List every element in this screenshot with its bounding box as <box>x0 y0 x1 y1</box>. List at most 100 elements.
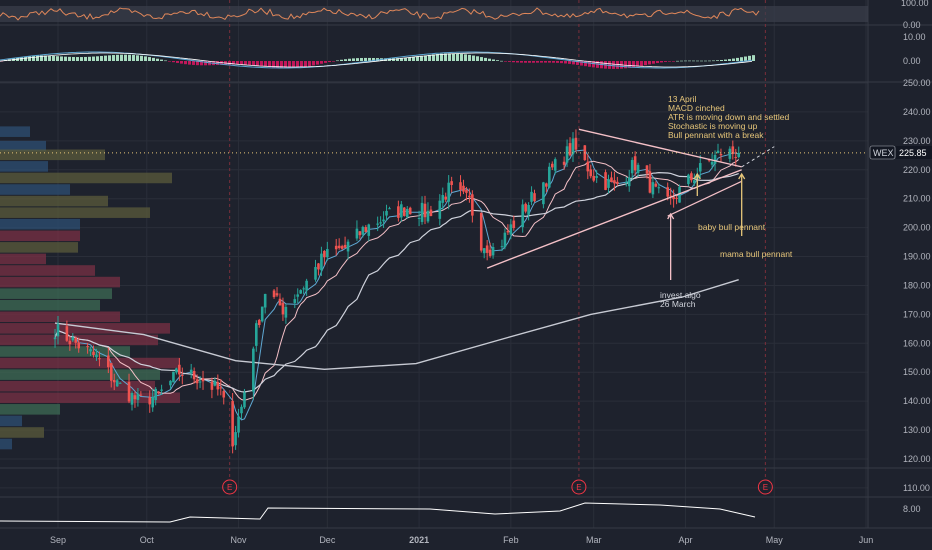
macd-histogram-bar <box>80 57 83 61</box>
macd-histogram-bar <box>568 61 571 64</box>
macd-histogram-bar <box>532 61 535 63</box>
macd-histogram-bar <box>540 61 543 63</box>
candle-body <box>260 306 264 322</box>
macd-histogram-bar <box>236 61 239 65</box>
macd-histogram-bar <box>444 53 447 61</box>
macd-histogram-bar <box>128 54 131 61</box>
candle-body <box>521 204 524 228</box>
macd-histogram-bar <box>312 61 315 66</box>
candle-body <box>337 245 341 249</box>
price-tick-label: 220.00 <box>903 165 931 175</box>
macd-histogram-bar <box>708 60 711 62</box>
x-tick-label: Apr <box>678 535 692 545</box>
candle-body <box>314 266 317 280</box>
volume-profile-bar <box>0 357 180 369</box>
macd-histogram-bar <box>500 60 503 62</box>
candle-body <box>255 323 258 346</box>
macd-histogram-bar <box>728 59 731 61</box>
macd-histogram-bar <box>656 61 659 64</box>
volume-profile-bar <box>0 184 70 195</box>
macd-histogram-bar <box>352 58 355 61</box>
macd-histogram-bar <box>360 57 363 61</box>
candle-body <box>693 180 696 184</box>
candle-body <box>447 182 450 202</box>
mama-pennant-arrow-head <box>738 172 746 180</box>
x-tick-label: Jun <box>859 535 874 545</box>
macd-histogram-bar <box>720 59 723 61</box>
candle-body <box>553 159 557 171</box>
price-tick-label: 210.00 <box>903 194 931 204</box>
candle-body <box>542 182 545 205</box>
macd-histogram-bar <box>84 56 87 61</box>
macd-histogram-bar <box>512 61 515 63</box>
candle-body <box>95 354 98 358</box>
macd-histogram-bar <box>268 61 271 68</box>
candle-body <box>130 393 134 405</box>
macd-histogram-bar <box>624 61 627 69</box>
candle-body <box>719 153 723 156</box>
candle-body <box>468 195 471 198</box>
symbol-tag-text: WEX <box>873 148 894 158</box>
candle-body <box>139 394 143 396</box>
macd-histogram-bar <box>684 60 687 62</box>
candle-body <box>672 196 675 200</box>
symbol-price-tag: WEX 225.85 <box>869 145 932 160</box>
candle-body <box>219 387 223 389</box>
macd-histogram-bar <box>552 61 555 63</box>
macd-histogram-bar <box>616 61 619 69</box>
candle-body <box>231 400 234 447</box>
macd-histogram-bar <box>560 61 563 64</box>
candle-body <box>240 406 243 414</box>
macd-histogram-bar <box>412 56 415 61</box>
macd-histogram-bar <box>744 56 747 61</box>
macd-histogram-bar <box>288 61 291 69</box>
macd-histogram-bar <box>272 61 275 68</box>
macd-histogram-bar <box>572 61 575 65</box>
candle-body <box>323 250 326 258</box>
macd-histogram-bar <box>588 61 591 67</box>
macd-histogram-bar <box>92 56 95 61</box>
candle-body <box>465 189 468 193</box>
grid-lines <box>0 0 932 529</box>
macd-histogram-bar <box>68 56 71 61</box>
candle-body <box>195 379 199 384</box>
macd-histogram-bar <box>152 57 155 61</box>
candle-body <box>89 349 92 352</box>
macd-histogram-bar <box>196 61 199 66</box>
candle-body <box>565 146 569 163</box>
macd-histogram-bar <box>496 60 499 61</box>
price-tick-label: 230.00 <box>903 136 931 146</box>
candle-body <box>296 294 300 297</box>
macd-histogram-bar <box>508 61 511 62</box>
candle-body <box>678 187 681 203</box>
rsi-line <box>0 7 760 21</box>
volume-profile-bar <box>0 172 172 184</box>
candle-body <box>148 397 152 405</box>
macd-histogram-bar <box>696 60 699 62</box>
candle-body <box>698 163 702 172</box>
macd-histogram-bar <box>564 61 567 64</box>
macd-histogram-bar <box>576 61 579 65</box>
macd-histogram-bar <box>680 60 683 62</box>
candle-body <box>586 161 590 172</box>
candle-body <box>607 179 610 188</box>
candle-body <box>115 380 119 387</box>
candle-body <box>488 249 492 256</box>
macd-histogram-bar <box>32 55 35 61</box>
candle-body <box>92 351 95 355</box>
macd-histogram-bar <box>580 61 583 66</box>
candle-body <box>86 346 89 348</box>
breakout-projection-line <box>741 146 775 168</box>
candle-body <box>379 222 382 224</box>
price-tick-label: 180.00 <box>903 280 931 290</box>
last-price-box <box>896 146 932 159</box>
candle-body <box>491 246 495 256</box>
price-tick-label: 110.00 <box>903 483 930 493</box>
macd-histogram-bar <box>76 57 79 61</box>
macd-histogram-bar <box>72 56 75 61</box>
candle-body <box>429 209 433 217</box>
volume-profile-bar <box>0 369 160 380</box>
volume-profile-bar <box>0 276 120 288</box>
